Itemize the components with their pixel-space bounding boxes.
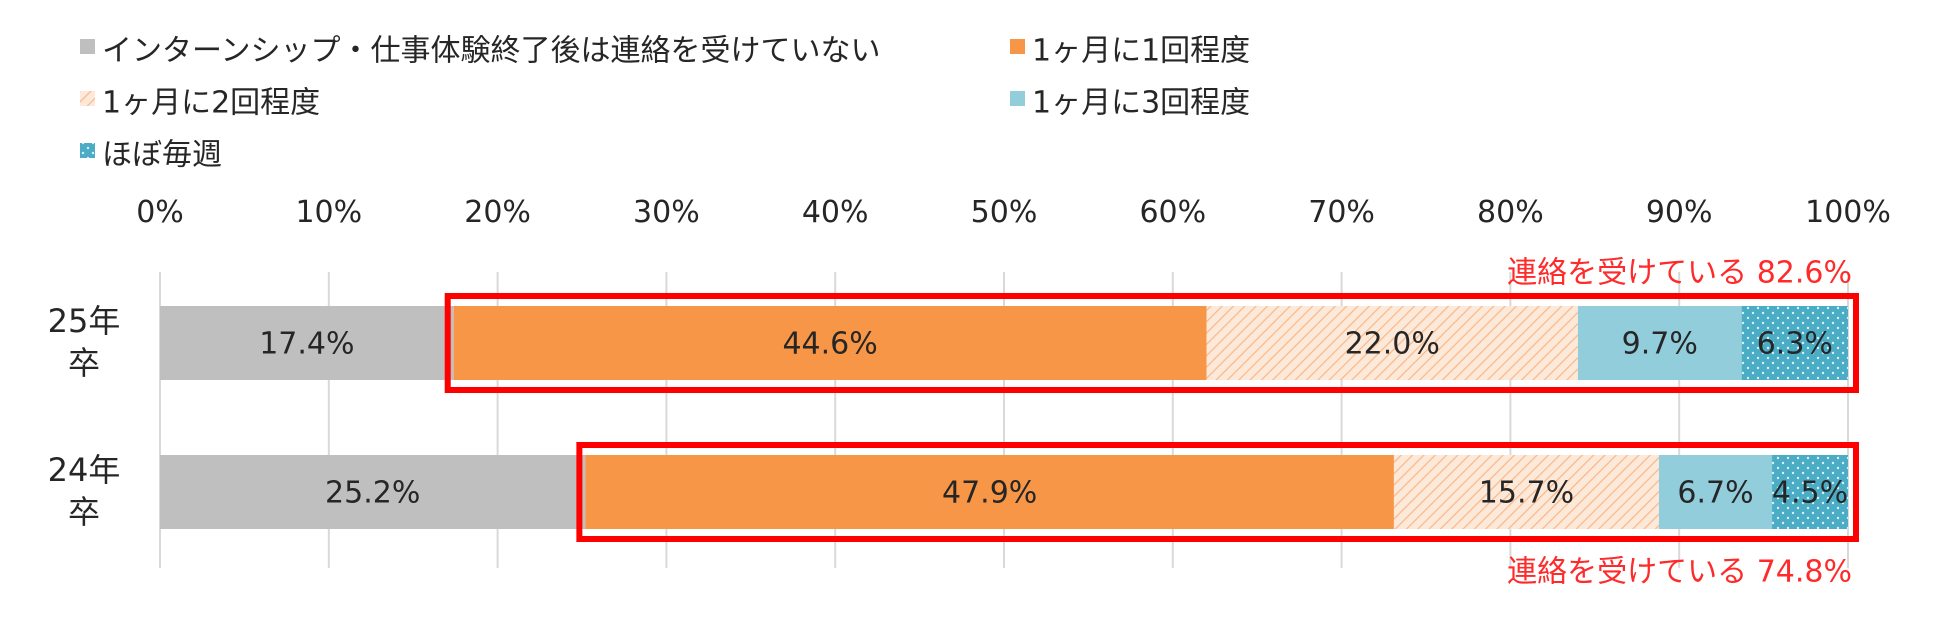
category-label-0-line2: 卒	[68, 344, 100, 382]
data-label-1-2: 15.7%	[1479, 476, 1574, 511]
callout-box-1	[576, 442, 1859, 542]
bar-0-0	[160, 306, 454, 380]
category-label-0-line1: 25年	[48, 302, 121, 340]
legend-swatch-0	[80, 39, 95, 54]
legend-label-4: ほぼ毎週	[102, 138, 222, 173]
data-label-0-2: 22.0%	[1345, 327, 1440, 362]
legend: インターンシップ・仕事体験終了後は連絡を受けていない 1ヶ月に1回程度 1ヶ月に2回…	[80, 34, 1250, 173]
data-label-0-1: 44.6%	[782, 327, 877, 362]
x-tick-label-6: 60%	[1139, 195, 1206, 230]
x-axis-ticks: 0% 10% 20% 30% 40% 50% 60% 70% 80% 90% 100%	[136, 195, 1891, 230]
bar-1-0	[160, 455, 586, 529]
data-label-1-0: 25.2%	[325, 476, 420, 511]
x-tick-label-3: 30%	[633, 195, 700, 230]
legend-swatch-2	[80, 91, 95, 106]
bar-1-1	[585, 455, 1394, 529]
x-tick-label-2: 20%	[464, 195, 531, 230]
callout-box-0	[444, 293, 1859, 393]
x-tick-label-10: 100%	[1805, 195, 1891, 230]
category-label-1-line1: 24年	[48, 451, 121, 489]
bar-0-1	[453, 306, 1207, 380]
bar-1-4	[1772, 455, 1848, 529]
bar-0-3	[1577, 306, 1742, 380]
legend-label-3: 1ヶ月に3回程度	[1032, 86, 1250, 121]
x-tick-label-1: 10%	[295, 195, 362, 230]
data-label-1-4: 4.5%	[1772, 476, 1848, 511]
legend-swatch-1	[1010, 39, 1025, 54]
legend-swatch-3	[1010, 91, 1025, 106]
legend-swatch-4	[80, 143, 95, 158]
x-tick-label-4: 40%	[802, 195, 869, 230]
data-label-0-0: 17.4%	[259, 327, 354, 362]
bar-0-4	[1741, 306, 1848, 380]
data-label-0-4: 6.3%	[1757, 327, 1833, 362]
legend-label-0: インターンシップ・仕事体験終了後は連絡を受けていない	[102, 34, 881, 69]
x-tick-label-9: 90%	[1646, 195, 1713, 230]
legend-label-2: 1ヶ月に2回程度	[102, 86, 320, 121]
category-label-1-line2: 卒	[68, 493, 100, 531]
x-tick-label-5: 50%	[971, 195, 1038, 230]
x-tick-label-8: 80%	[1477, 195, 1544, 230]
bars	[160, 306, 1848, 529]
callouts: 連絡を受けている 82.6% 連絡を受けている 74.8%	[444, 256, 1859, 590]
callout-text-0: 連絡を受けている 82.6%	[1507, 256, 1852, 291]
bar-1-2	[1393, 455, 1659, 529]
data-label-0-3: 9.7%	[1622, 327, 1698, 362]
value-labels: 17.4% 44.6% 22.0% 9.7% 6.3% 25.2% 47.9% 15.7% 6.…	[259, 327, 1848, 511]
x-tick-label-7: 70%	[1308, 195, 1375, 230]
bar-0-2	[1206, 306, 1578, 380]
data-label-1-3: 6.7%	[1677, 476, 1753, 511]
callout-text-1: 連絡を受けている 74.8%	[1507, 555, 1852, 590]
legend-label-1: 1ヶ月に1回程度	[1032, 34, 1250, 69]
data-label-1-1: 47.9%	[942, 476, 1037, 511]
bar-1-3	[1658, 455, 1773, 529]
x-tick-label-0: 0%	[136, 195, 184, 230]
